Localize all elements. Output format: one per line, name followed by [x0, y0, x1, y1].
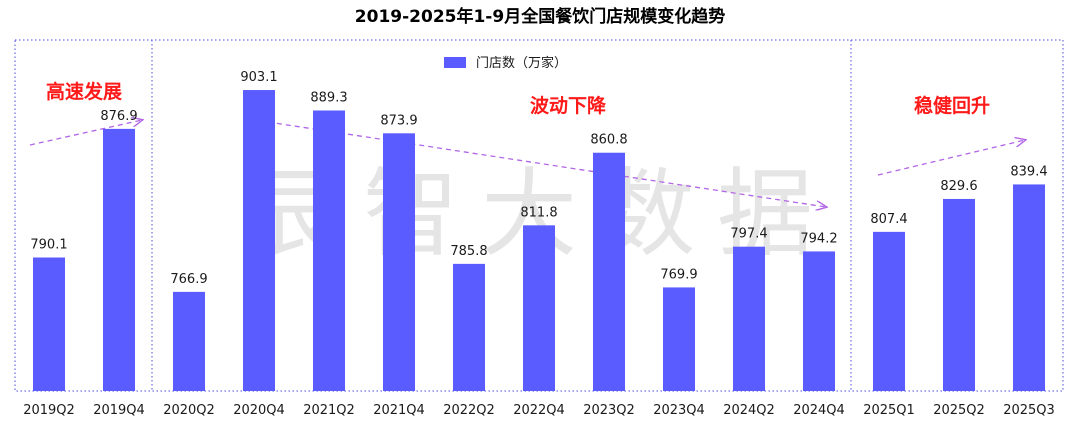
x-tick-2020Q4: 2020Q4 — [233, 403, 285, 418]
data-label-2024Q2: 797.4 — [730, 227, 767, 242]
x-tick-2024Q2: 2024Q2 — [723, 403, 775, 418]
x-tick-2023Q2: 2023Q2 — [583, 403, 635, 418]
data-label-2025Q2: 829.6 — [940, 179, 977, 194]
trend-arrow-recovery — [877, 140, 1025, 176]
bar-2019Q4 — [103, 128, 135, 391]
bar-2022Q2 — [453, 263, 485, 391]
x-tick-2023Q4: 2023Q4 — [653, 403, 705, 418]
x-tick-2019Q2: 2019Q2 — [23, 403, 75, 418]
x-tick-2022Q4: 2022Q4 — [513, 403, 565, 418]
bar-2021Q2 — [313, 110, 345, 391]
bar-2023Q2 — [593, 152, 625, 391]
bar-2025Q1 — [873, 231, 905, 391]
x-tick-2025Q3: 2025Q3 — [1003, 403, 1055, 418]
bar-2025Q2 — [943, 198, 975, 391]
bar-2025Q3 — [1013, 184, 1045, 391]
data-label-2025Q1: 807.4 — [870, 212, 907, 227]
data-label-2019Q4: 876.9 — [100, 109, 137, 124]
phase-label-decline: 波动下降 — [530, 94, 607, 117]
x-tick-2022Q2: 2022Q2 — [443, 403, 495, 418]
data-label-2021Q4: 873.9 — [380, 113, 417, 128]
data-label-2022Q4: 811.8 — [520, 205, 557, 220]
data-label-2019Q2: 790.1 — [30, 237, 67, 252]
chart-title: 2019-2025年1-9月全国餐饮门店规模变化趋势 — [355, 6, 725, 27]
x-tick-2019Q4: 2019Q4 — [93, 403, 145, 418]
phase-label-growth: 高速发展 — [46, 80, 122, 103]
bar-2019Q2 — [33, 257, 65, 391]
data-label-2022Q2: 785.8 — [450, 244, 487, 259]
data-label-2020Q2: 766.9 — [170, 272, 207, 287]
x-tick-2025Q1: 2025Q1 — [863, 403, 915, 418]
bar-2024Q2 — [733, 246, 765, 391]
trend-arrow-growth — [29, 120, 142, 146]
data-label-2024Q4: 794.2 — [800, 231, 837, 246]
legend-swatch — [444, 57, 466, 68]
data-label-2025Q3: 839.4 — [1010, 164, 1047, 179]
x-tick-2025Q2: 2025Q2 — [933, 403, 985, 418]
data-label-2021Q2: 889.3 — [310, 90, 347, 105]
trend-arrow-decline — [267, 121, 826, 207]
bar-2020Q2 — [173, 291, 205, 391]
x-tick-2021Q2: 2021Q2 — [303, 403, 355, 418]
data-label-2023Q4: 769.9 — [660, 267, 697, 282]
bar-2023Q4 — [663, 287, 695, 391]
bar-2024Q4 — [803, 251, 835, 391]
x-tick-2021Q4: 2021Q4 — [373, 403, 425, 418]
legend-label: 门店数（万家） — [476, 55, 567, 71]
chart-frame — [14, 39, 1064, 392]
x-tick-2020Q2: 2020Q2 — [163, 403, 215, 418]
data-label-2020Q4: 903.1 — [240, 70, 277, 85]
x-tick-2024Q4: 2024Q4 — [793, 403, 845, 418]
phase-label-recovery: 稳健回升 — [914, 94, 990, 117]
data-label-2023Q2: 860.8 — [590, 133, 627, 148]
bar-2022Q4 — [523, 225, 555, 391]
bar-2020Q4 — [243, 90, 275, 391]
bar-2021Q4 — [383, 133, 415, 391]
